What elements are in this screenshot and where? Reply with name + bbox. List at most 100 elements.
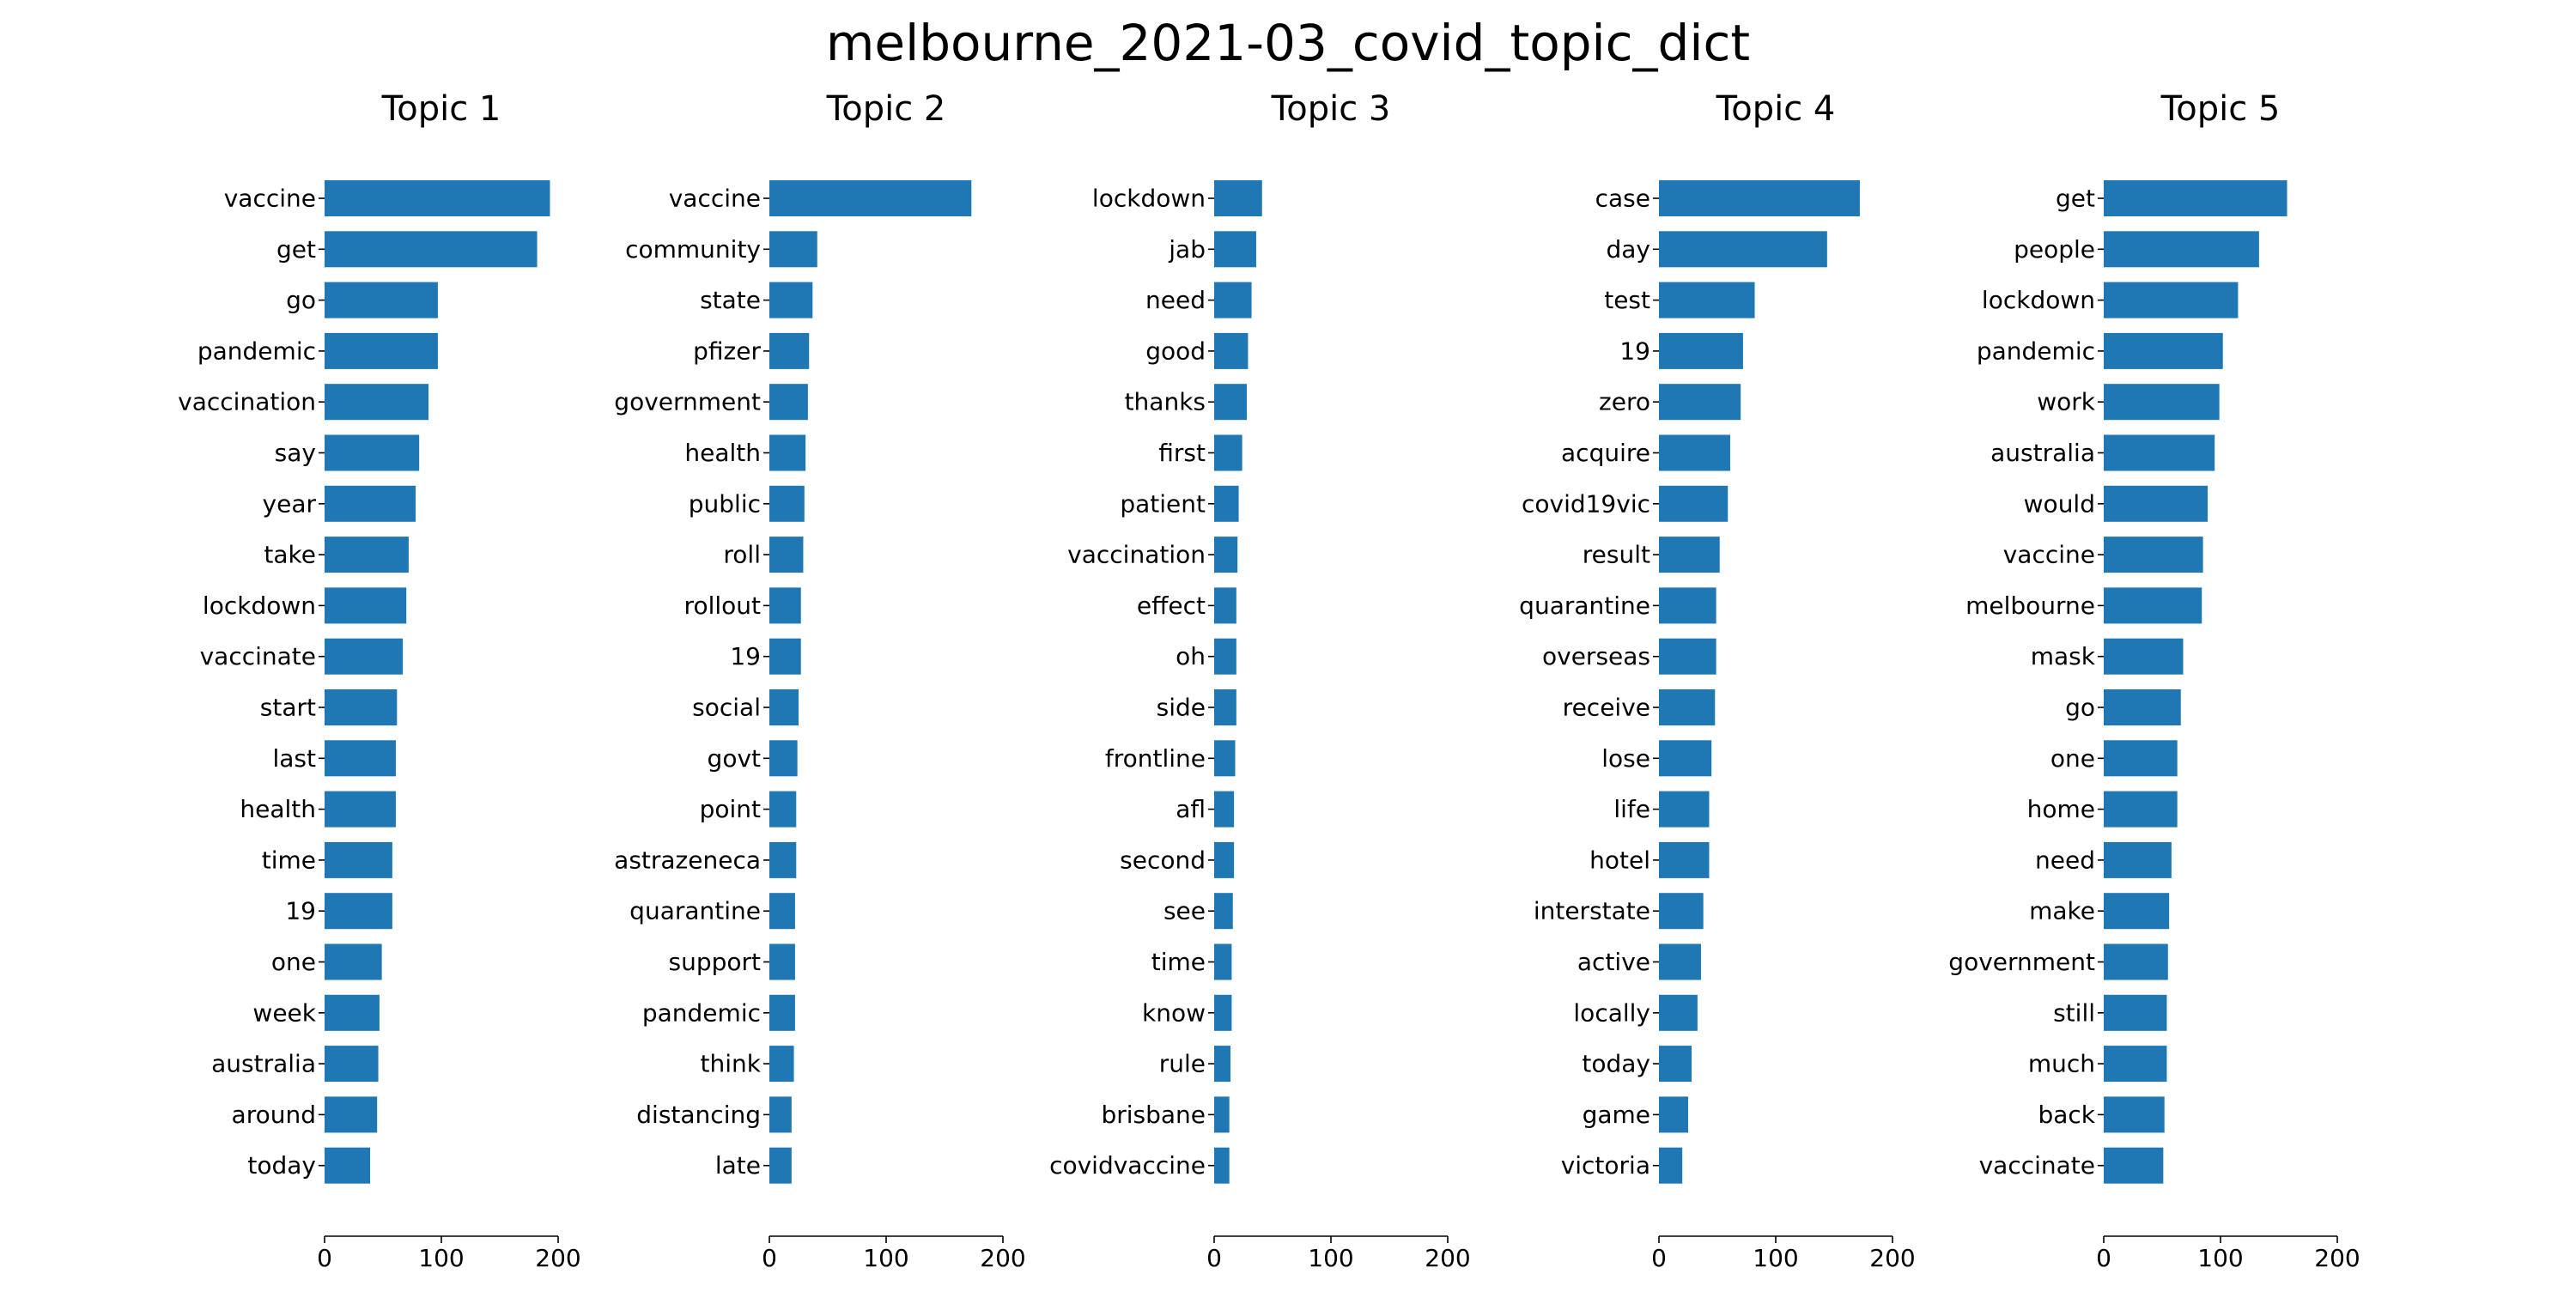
- x-tick-label: 0: [1651, 1244, 1667, 1272]
- bar-today: [1659, 1046, 1692, 1083]
- category-label: active: [1577, 948, 1650, 976]
- bar-quarantine: [1659, 587, 1716, 624]
- category-label: late: [715, 1151, 761, 1180]
- panel-title: Topic 4: [1716, 89, 1836, 129]
- bar-people: [2104, 231, 2259, 268]
- bar-first: [1214, 434, 1242, 471]
- category-label: week: [252, 998, 316, 1027]
- bar-much: [2104, 1046, 2167, 1083]
- bar-receive: [1659, 689, 1716, 725]
- category-label: health: [684, 439, 761, 467]
- bar-government: [2104, 943, 2168, 980]
- bar-start: [325, 689, 398, 725]
- category-label: vaccinate: [200, 642, 316, 670]
- x-tick-label: 200: [1869, 1244, 1915, 1272]
- category-label: zero: [1599, 388, 1650, 416]
- topic-panel-3: Topic 3 lockdown jab need good thanks first pat…: [1049, 89, 1471, 1272]
- bar-19: [769, 638, 801, 675]
- category-label: one: [271, 948, 316, 976]
- category-label: think: [701, 1050, 762, 1078]
- category-label: go: [286, 286, 316, 314]
- category-label: social: [692, 694, 761, 722]
- category-label: government: [1948, 948, 2095, 976]
- category-label: lockdown: [1092, 185, 1206, 213]
- bar-case: [1659, 180, 1860, 216]
- bar-work: [2104, 384, 2220, 421]
- bar-vaccination: [325, 384, 429, 421]
- bar-good: [1214, 332, 1249, 369]
- bar-vaccinate: [325, 638, 404, 675]
- x-tick-label: 100: [2197, 1244, 2243, 1272]
- category-label: 19: [285, 897, 316, 925]
- category-label: good: [1145, 337, 1206, 365]
- category-label: vaccine: [224, 185, 316, 213]
- bar-afl: [1214, 791, 1235, 828]
- x-tick-label: 0: [762, 1244, 777, 1272]
- category-label: make: [2029, 897, 2095, 925]
- bar-rollout: [769, 587, 801, 624]
- panel-title: Topic 1: [381, 89, 501, 129]
- bar-pandemic: [769, 994, 795, 1031]
- category-label: brisbane: [1101, 1101, 1206, 1129]
- bar-astrazeneca: [769, 841, 797, 878]
- bar-state: [769, 282, 813, 318]
- bar-lockdown: [325, 587, 407, 624]
- bar-patient: [1214, 485, 1239, 522]
- bar-vaccination: [1214, 537, 1238, 573]
- category-label: test: [1604, 286, 1650, 314]
- figure-title: melbourne_2021-03_covid_topic_dict: [826, 14, 1750, 72]
- category-label: know: [1142, 998, 1206, 1027]
- bar-distancing: [769, 1096, 792, 1133]
- x-tick-label: 200: [1425, 1244, 1470, 1272]
- x-tick-label: 100: [863, 1244, 908, 1272]
- category-label: back: [2038, 1101, 2095, 1129]
- category-label: effect: [1137, 591, 1206, 620]
- bar-health: [325, 791, 396, 828]
- bar-jab: [1214, 231, 1256, 268]
- category-label: state: [700, 286, 761, 314]
- category-label: vaccinate: [1979, 1151, 2095, 1180]
- category-label: need: [2035, 846, 2095, 874]
- category-label: year: [263, 489, 317, 518]
- category-label: oh: [1176, 642, 1206, 670]
- bar-vaccine: [769, 180, 972, 216]
- bar-take: [325, 537, 409, 573]
- bar-pandemic: [325, 332, 438, 369]
- bar-think: [769, 1046, 794, 1083]
- x-tick-label: 0: [317, 1244, 332, 1272]
- bar-week: [325, 994, 380, 1031]
- category-label: second: [1120, 846, 1206, 874]
- category-label: patient: [1120, 489, 1206, 518]
- topic-panel-2: Topic 2 vaccine community state pfizer govern…: [614, 89, 1026, 1272]
- category-label: public: [689, 489, 761, 518]
- x-tick-label: 200: [980, 1244, 1025, 1272]
- bar-active: [1659, 943, 1701, 980]
- x-tick-label: 0: [1206, 1244, 1222, 1272]
- bar-thanks: [1214, 384, 1248, 421]
- bar-victoria: [1659, 1147, 1683, 1184]
- category-label: quarantine: [629, 897, 761, 925]
- bar-australia: [325, 1046, 379, 1083]
- bar-today: [325, 1147, 371, 1184]
- bar-would: [2104, 485, 2208, 522]
- category-label: covidvaccine: [1049, 1151, 1206, 1180]
- category-label: time: [1151, 948, 1206, 976]
- bar-game: [1659, 1096, 1688, 1133]
- category-label: start: [260, 694, 316, 722]
- bar-lockdown: [2104, 282, 2239, 318]
- category-label: pandemic: [1977, 337, 2095, 365]
- category-label: pandemic: [197, 337, 316, 365]
- category-label: community: [625, 235, 761, 264]
- category-label: day: [1606, 235, 1650, 264]
- category-label: 19: [730, 642, 761, 670]
- category-label: first: [1158, 439, 1206, 467]
- category-label: would: [2024, 489, 2095, 518]
- bar-day: [1659, 231, 1827, 268]
- bar-need: [1214, 282, 1252, 318]
- category-label: lockdown: [1982, 286, 2095, 314]
- category-label: interstate: [1534, 897, 1650, 925]
- category-label: work: [2037, 388, 2096, 416]
- category-label: victoria: [1561, 1151, 1650, 1180]
- category-label: need: [1145, 286, 1206, 314]
